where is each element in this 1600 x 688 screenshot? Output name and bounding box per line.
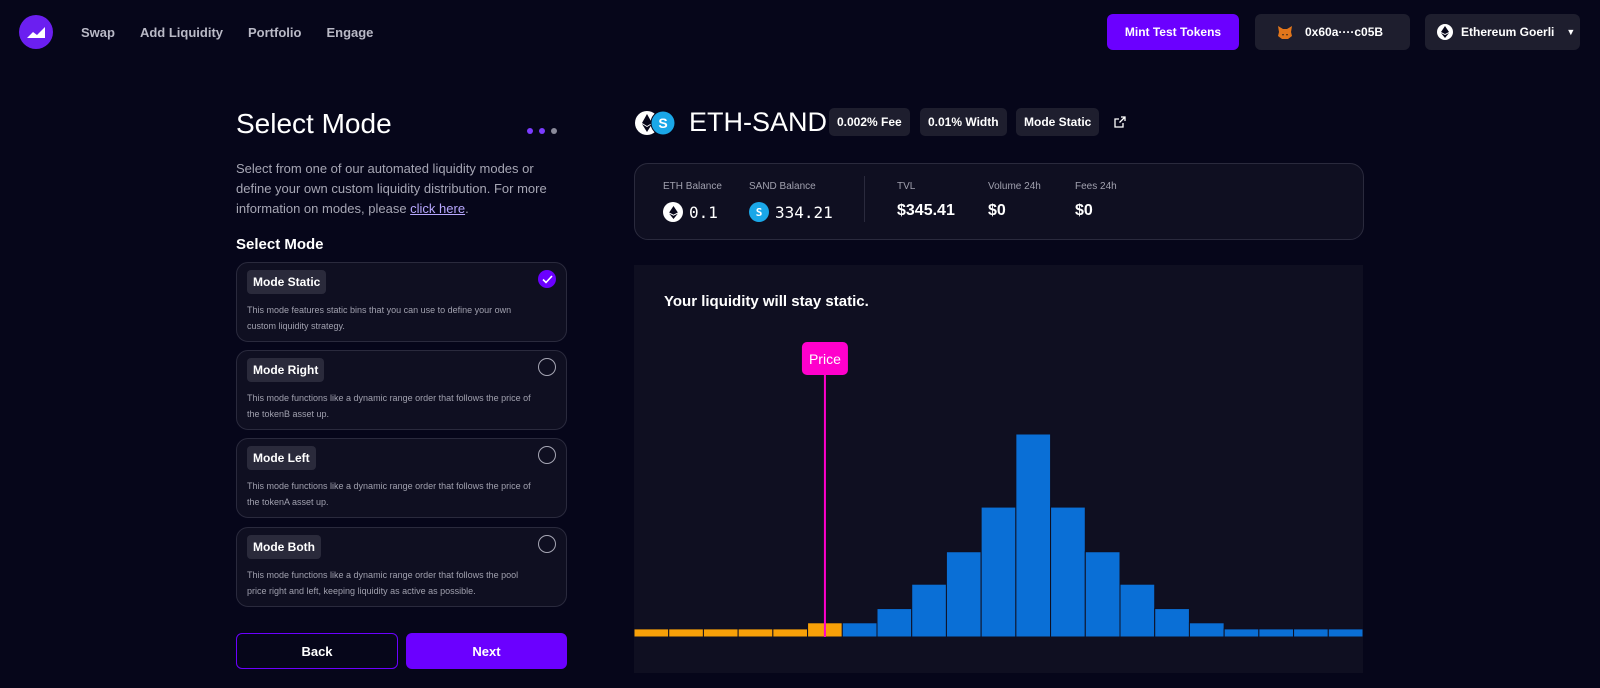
stat-label: SAND Balance <box>749 181 816 192</box>
liquidity-bar-8 <box>911 583 947 638</box>
chevron-down-icon: ▼ <box>1566 27 1576 37</box>
wallet-address: 0x60a····c05B <box>1305 25 1384 39</box>
pool-name: ETH-SAND <box>689 107 828 137</box>
mode-desc: This mode features static bins that you … <box>247 305 512 331</box>
logo-icon <box>27 27 45 38</box>
stat-label: TVL <box>897 181 916 192</box>
network-name: Ethereum Goerli <box>1461 25 1555 39</box>
nav-portfolio[interactable]: Portfolio <box>248 25 302 40</box>
liquidity-bar-19 <box>1293 628 1329 638</box>
price-marker <box>801 342 848 375</box>
mode-name: Mode Right <box>247 358 325 382</box>
liquidity-bar-16 <box>1188 622 1225 638</box>
stat-label: ETH Balance <box>663 181 722 192</box>
stat-label: Volume 24h <box>988 181 1041 192</box>
check-icon <box>541 274 553 284</box>
mode-name: Mode Left <box>247 446 316 470</box>
mode-desc: This mode functions like a dynamic range… <box>247 393 531 419</box>
page-title: Select Mode <box>236 108 392 139</box>
ethereum-icon <box>1437 24 1453 40</box>
stat-eth-balance: ETH Balance 0.1 <box>663 181 722 222</box>
liquidity-bar-10 <box>980 506 1017 638</box>
pair-token-icons: S <box>635 110 676 136</box>
metamask-fox-icon <box>1278 25 1292 39</box>
radio-unchecked[interactable] <box>538 535 556 553</box>
mode-desc: This mode functions like a dynamic range… <box>247 481 531 507</box>
wallet-button[interactable]: 0x60a····c05B <box>1255 14 1410 50</box>
step-dot-2 <box>539 128 545 134</box>
main-nav: Swap Add Liquidity Portfolio Engage <box>81 25 398 40</box>
liquidity-bar-11 <box>1015 433 1052 638</box>
radio-checked[interactable] <box>538 270 556 288</box>
stat-volume: Volume 24h $0 <box>988 181 1041 220</box>
liquidity-bar-20 <box>1327 628 1363 638</box>
mode-name: Mode Static <box>247 270 327 294</box>
stat-value: $0 <box>1075 202 1093 219</box>
mode-card-right[interactable]: Mode Right This mode functions like a dy… <box>236 350 567 430</box>
stat-value: 334.21 <box>775 202 833 222</box>
description-text: Select from one of our automated liquidi… <box>236 161 547 216</box>
mode-card-left[interactable]: Mode Left This mode functions like a dyn… <box>236 438 567 518</box>
stat-value: 0.1 <box>689 202 718 222</box>
mode-name: Mode Both <box>247 535 321 559</box>
mode-card-both[interactable]: Mode Both This mode functions like a dyn… <box>236 527 567 607</box>
radio-unchecked[interactable] <box>538 358 556 376</box>
liquidity-bar-6 <box>841 622 878 638</box>
liquidity-bar-3 <box>737 628 774 638</box>
liquidity-bar-12 <box>1050 506 1086 638</box>
click-here-link[interactable]: click here <box>410 201 466 216</box>
width-tag: 0.01% Width <box>920 108 1007 136</box>
pool-stats-card: ETH Balance 0.1 SAND Balance S 334.21 TV… <box>634 163 1364 240</box>
svg-text:S: S <box>658 115 667 131</box>
next-button[interactable]: Next <box>406 633 567 669</box>
liquidity-bar-7 <box>876 608 913 638</box>
stat-fees: Fees 24h $0 <box>1075 181 1117 220</box>
liquidity-bar-0 <box>634 628 670 638</box>
liquidity-bar-1 <box>668 628 704 638</box>
fee-tag: 0.002% Fee <box>829 108 910 136</box>
liquidity-bar-4 <box>772 628 809 638</box>
step-dot-1 <box>527 128 533 134</box>
liquidity-bar-9 <box>945 551 982 638</box>
app-logo[interactable] <box>19 15 53 49</box>
external-link-icon[interactable] <box>1114 116 1126 128</box>
stat-value: $345.41 <box>897 202 955 219</box>
liquidity-bar-14 <box>1119 583 1156 638</box>
network-selector[interactable]: Ethereum Goerli ▼ <box>1425 14 1580 50</box>
stat-value: $0 <box>988 202 1006 219</box>
radio-unchecked[interactable] <box>538 446 556 464</box>
mode-tag: Mode Static <box>1016 108 1100 136</box>
liquidity-bar-13 <box>1084 551 1121 638</box>
step-dot-3 <box>551 128 557 134</box>
liquidity-bar-15 <box>1154 608 1190 638</box>
sand-icon: S <box>749 202 769 222</box>
mode-description: Select from one of our automated liquidi… <box>236 159 566 219</box>
back-button[interactable]: Back <box>236 633 398 669</box>
liquidity-bar-18 <box>1258 628 1295 638</box>
nav-engage[interactable]: Engage <box>326 25 374 40</box>
description-end: . <box>465 201 469 216</box>
ethereum-icon <box>663 202 683 222</box>
stat-label: Fees 24h <box>1075 181 1117 192</box>
liquidity-bar-17 <box>1223 628 1260 638</box>
price-label: Price <box>809 351 841 367</box>
stat-tvl: TVL $345.41 <box>897 181 955 220</box>
liquidity-histogram: Price <box>634 342 1363 638</box>
stat-sand-balance: SAND Balance S 334.21 <box>749 181 833 222</box>
mode-desc: This mode functions like a dynamic range… <box>247 570 519 596</box>
mint-test-tokens-button[interactable]: Mint Test Tokens <box>1107 14 1239 50</box>
liquidity-bar-2 <box>702 628 739 638</box>
step-indicator <box>527 128 557 134</box>
chart-title: Your liquidity will stay static. <box>664 293 869 310</box>
liquidity-chart: Price Your liquidity will stay static. <box>634 265 1363 673</box>
nav-swap[interactable]: Swap <box>81 25 115 40</box>
section-label: Select Mode <box>236 236 324 253</box>
divider <box>864 176 865 222</box>
mode-card-static[interactable]: Mode Static This mode features static bi… <box>236 262 567 342</box>
nav-add-liquidity[interactable]: Add Liquidity <box>139 25 224 40</box>
